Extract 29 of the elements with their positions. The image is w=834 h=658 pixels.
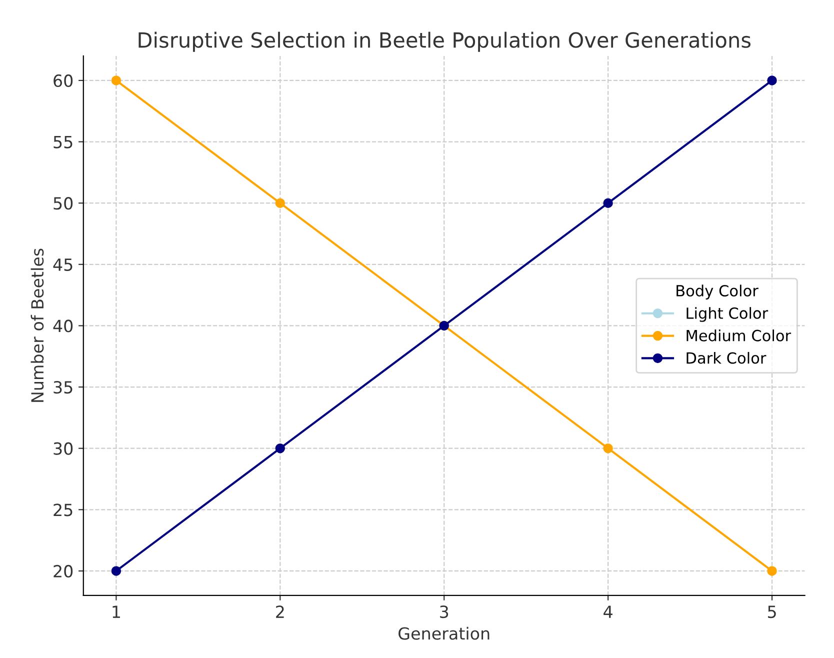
x-tick-label: 3: [440, 606, 448, 618]
point: [111, 76, 122, 86]
legend-label: Light Color: [686, 307, 768, 322]
legend-title: Body Color: [676, 284, 758, 300]
legend-label: Dark Color: [686, 352, 766, 364]
y-tick-label: 45: [53, 258, 72, 271]
y-tick-label: 25: [54, 504, 72, 516]
y-tick-label: 20: [54, 564, 73, 578]
point: [275, 443, 286, 454]
x-axis-title: Generation: [398, 626, 490, 640]
x-tick-label: 2: [276, 606, 284, 618]
point: [111, 566, 122, 576]
x-tick-label: 5: [768, 606, 776, 618]
point: [767, 76, 777, 86]
x-tick-label: 4: [604, 606, 612, 618]
y-tick-label: 60: [54, 74, 73, 88]
y-tick-label: 55: [54, 136, 72, 148]
y-tick-label: 50: [54, 197, 73, 210]
y-tick-label: 30: [54, 442, 73, 455]
y-tick-label: 35: [54, 380, 72, 394]
legend-label: Medium Color: [686, 330, 792, 342]
point: [603, 198, 613, 208]
x-tick-label: 1: [112, 606, 120, 618]
point: [603, 443, 613, 454]
y-tick-label: 40: [53, 320, 73, 332]
point: [767, 566, 777, 576]
chart-title: Disruptive Selection in Beetle Population Over Generations: [138, 32, 751, 52]
point: [275, 198, 286, 208]
y-axis-title: Number of Beetles: [30, 248, 44, 402]
